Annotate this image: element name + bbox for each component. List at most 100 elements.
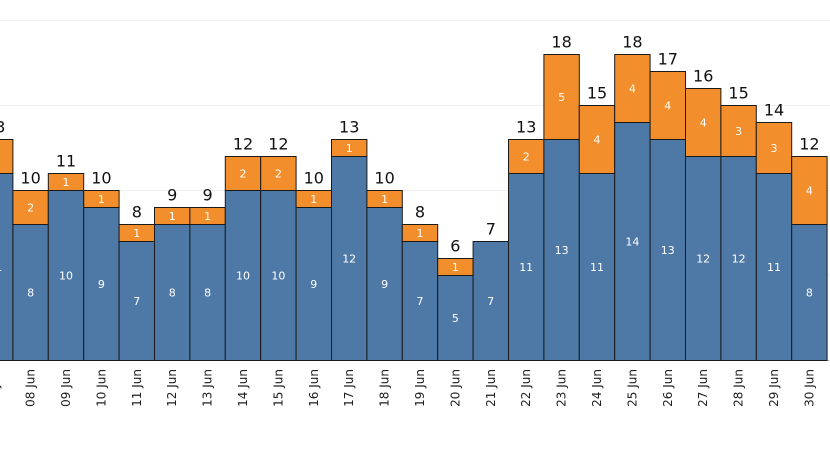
total-label-28-Jun: 15 — [728, 84, 748, 103]
bar-label-series2-26-Jun: 4 — [664, 100, 671, 113]
bar-series2-28-Jun — [720, 105, 757, 157]
bar-series1-22-Jun — [508, 173, 545, 361]
bar-label-series2-17-Jun: 1 — [346, 142, 353, 155]
bar-label-series2-11-Jun: 1 — [133, 227, 140, 240]
bar-label-series2-18-Jun: 1 — [381, 193, 388, 206]
bar-series2-10-Jun — [83, 190, 120, 208]
bar-series1-29-Jun — [755, 173, 793, 361]
total-label-11-Jun: 8 — [132, 203, 142, 222]
total-label-12-Jun: 9 — [167, 186, 177, 205]
bar-label-series2-15-Jun: 2 — [275, 168, 282, 181]
x-tick-18-Jun: 18 Jun — [378, 369, 392, 407]
x-axis-ticks: 07 Jun 08 Jun 09 Jun 10 Jun 11 Jun 12 Jun 13 J… — [0, 369, 816, 407]
total-label-09-Jun: 11 — [56, 152, 76, 171]
x-tick-08-Jun: 08 Jun — [24, 369, 38, 407]
total-label-14-Jun: 12 — [233, 135, 253, 154]
x-tick-17-Jun: 17 Jun — [342, 369, 356, 407]
x-tick-22-Jun: 22 Jun — [519, 369, 533, 407]
x-tick-16-Jun: 16 Jun — [307, 369, 321, 407]
bar-label-series2-23-Jun: 5 — [558, 91, 565, 104]
total-label-24-Jun: 15 — [587, 84, 607, 103]
bar-label-series1-07-Jun: 11 — [0, 261, 2, 274]
bar-label-series2-14-Jun: 2 — [240, 168, 247, 181]
x-tick-29-Jun: 29 Jun — [767, 369, 781, 407]
x-tick-27-Jun: 27 Jun — [696, 369, 710, 407]
bar-label-series1-12-Jun: 8 — [169, 287, 176, 300]
total-label-10-Jun: 10 — [91, 169, 111, 188]
total-label-19-Jun: 8 — [415, 203, 425, 222]
x-tick-28-Jun: 28 Jun — [732, 369, 746, 407]
bar-series2-18-Jun — [366, 190, 403, 208]
bar-series1-19-Jun — [401, 241, 439, 361]
bar-label-series2-22-Jun: 2 — [523, 151, 530, 164]
total-label-30-Jun: 12 — [799, 135, 819, 154]
bar-label-series2-09-Jun: 1 — [63, 176, 70, 189]
x-tick-11-Jun: 11 Jun — [130, 369, 144, 407]
x-tick-24-Jun: 24 Jun — [590, 369, 604, 407]
bars-layer — [0, 54, 828, 361]
x-tick-21-Jun: 21 Jun — [484, 369, 498, 407]
total-label-29-Jun: 14 — [764, 101, 784, 120]
bar-label-series1-14-Jun: 10 — [236, 270, 250, 283]
bar-label-series1-27-Jun: 12 — [696, 253, 710, 266]
total-label-15-Jun: 12 — [268, 135, 288, 154]
x-tick-09-Jun: 09 Jun — [59, 369, 73, 407]
bar-label-series1-20-Jun: 5 — [452, 312, 459, 325]
bar-series1-09-Jun — [47, 190, 85, 361]
bar-series2-09-Jun — [47, 173, 85, 191]
x-tick-26-Jun: 26 Jun — [661, 369, 675, 407]
bar-series1-21-Jun — [472, 241, 510, 361]
bar-series2-27-Jun — [685, 88, 722, 157]
bar-label-series1-23-Jun: 13 — [555, 244, 569, 257]
bar-series1-28-Jun — [720, 156, 757, 361]
total-label-21-Jun: 7 — [486, 220, 496, 239]
bar-series1-11-Jun — [118, 241, 155, 361]
bar-series1-27-Jun — [685, 156, 722, 361]
bar-series2-24-Jun — [578, 105, 616, 174]
x-tick-07-Jun: 07 Jun — [0, 369, 2, 407]
total-label-20-Jun: 6 — [450, 237, 460, 256]
bar-series2-19-Jun — [401, 224, 439, 242]
x-tick-12-Jun: 12 Jun — [165, 369, 179, 407]
total-label-18-Jun: 10 — [374, 169, 394, 188]
total-label-26-Jun: 17 — [658, 50, 678, 69]
bar-series1-18-Jun — [366, 207, 403, 361]
bar-label-series1-17-Jun: 12 — [342, 253, 356, 266]
bar-series2-25-Jun — [614, 54, 651, 123]
bar-series2-23-Jun — [543, 54, 580, 140]
bar-label-series2-24-Jun: 4 — [594, 134, 601, 147]
bar-series2-15-Jun — [260, 156, 297, 191]
bar-label-series2-08-Jun: 2 — [27, 202, 34, 215]
bar-series2-08-Jun — [12, 190, 49, 225]
labels-layer: 1121382101011191107188198191021210212911… — [0, 33, 820, 326]
total-label-25-Jun: 18 — [622, 33, 642, 52]
x-tick-19-Jun: 19 Jun — [413, 369, 427, 407]
bar-series1-08-Jun — [12, 224, 49, 361]
bar-series2-26-Jun — [649, 71, 686, 140]
bar-label-series1-26-Jun: 13 — [661, 244, 675, 257]
total-label-22-Jun: 13 — [516, 118, 536, 137]
bar-series1-26-Jun — [649, 139, 686, 361]
bar-label-series1-24-Jun: 11 — [590, 261, 604, 274]
bar-label-series2-19-Jun: 1 — [417, 227, 424, 240]
bar-label-series1-22-Jun: 11 — [519, 261, 533, 274]
bar-series2-30-Jun — [791, 156, 828, 225]
x-tick-14-Jun: 14 Jun — [236, 369, 250, 407]
bar-series1-30-Jun — [791, 224, 828, 361]
x-tick-20-Jun: 20 Jun — [448, 369, 462, 407]
total-label-08-Jun: 10 — [20, 169, 40, 188]
bar-label-series2-10-Jun: 1 — [98, 193, 105, 206]
bar-label-series1-10-Jun: 9 — [98, 278, 105, 291]
bar-label-series2-12-Jun: 1 — [169, 210, 176, 223]
total-label-16-Jun: 10 — [304, 169, 324, 188]
bar-label-series1-13-Jun: 8 — [204, 287, 211, 300]
bar-series1-13-Jun — [189, 224, 226, 361]
bar-label-series2-30-Jun: 4 — [806, 185, 813, 198]
total-label-07-Jun: 13 — [0, 118, 5, 137]
bar-label-series2-16-Jun: 1 — [310, 193, 317, 206]
x-tick-25-Jun: 25 Jun — [625, 369, 639, 407]
bar-label-series1-28-Jun: 12 — [732, 253, 746, 266]
x-tick-13-Jun: 13 Jun — [201, 369, 215, 407]
total-label-27-Jun: 16 — [693, 67, 713, 86]
